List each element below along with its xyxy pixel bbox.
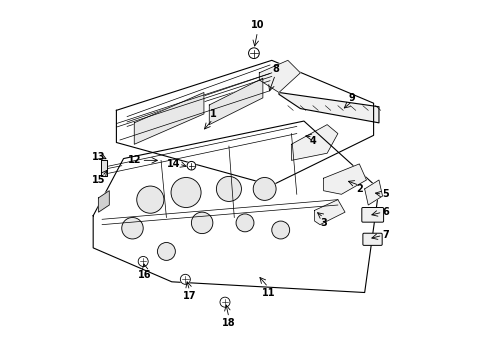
Circle shape xyxy=(157,243,175,260)
Circle shape xyxy=(171,177,201,207)
Text: 1: 1 xyxy=(210,109,216,119)
Circle shape xyxy=(122,217,143,239)
Text: 4: 4 xyxy=(310,136,316,146)
Text: 3: 3 xyxy=(320,218,327,228)
Polygon shape xyxy=(93,121,379,293)
Circle shape xyxy=(192,212,213,234)
Text: 14: 14 xyxy=(167,159,180,169)
Polygon shape xyxy=(98,191,109,212)
Text: 18: 18 xyxy=(222,318,236,328)
Circle shape xyxy=(248,48,259,59)
Text: 10: 10 xyxy=(251,19,264,30)
Text: 5: 5 xyxy=(383,189,390,199)
Text: 15: 15 xyxy=(92,175,105,185)
Text: 11: 11 xyxy=(262,288,275,297)
Text: 6: 6 xyxy=(383,207,390,217)
Polygon shape xyxy=(315,200,345,225)
Text: 16: 16 xyxy=(138,270,152,280)
Polygon shape xyxy=(259,60,300,93)
FancyBboxPatch shape xyxy=(362,207,384,222)
Text: 2: 2 xyxy=(356,184,363,194)
Circle shape xyxy=(272,221,290,239)
Polygon shape xyxy=(117,60,373,185)
FancyBboxPatch shape xyxy=(363,233,382,246)
Polygon shape xyxy=(279,93,379,123)
Text: 13: 13 xyxy=(92,152,105,162)
Circle shape xyxy=(187,161,196,170)
Text: 12: 12 xyxy=(127,156,141,165)
Polygon shape xyxy=(101,160,107,176)
Polygon shape xyxy=(292,125,338,160)
Text: 17: 17 xyxy=(183,291,196,301)
Text: 7: 7 xyxy=(383,230,390,240)
Text: 8: 8 xyxy=(272,64,279,74)
Polygon shape xyxy=(209,78,263,125)
Circle shape xyxy=(217,176,242,202)
Polygon shape xyxy=(134,93,204,144)
Circle shape xyxy=(236,214,254,232)
Polygon shape xyxy=(323,164,367,194)
Circle shape xyxy=(220,297,230,307)
Circle shape xyxy=(137,186,164,213)
Text: 9: 9 xyxy=(349,93,356,103)
Circle shape xyxy=(180,274,190,284)
Circle shape xyxy=(138,256,148,266)
Circle shape xyxy=(253,177,276,201)
Polygon shape xyxy=(365,180,383,205)
